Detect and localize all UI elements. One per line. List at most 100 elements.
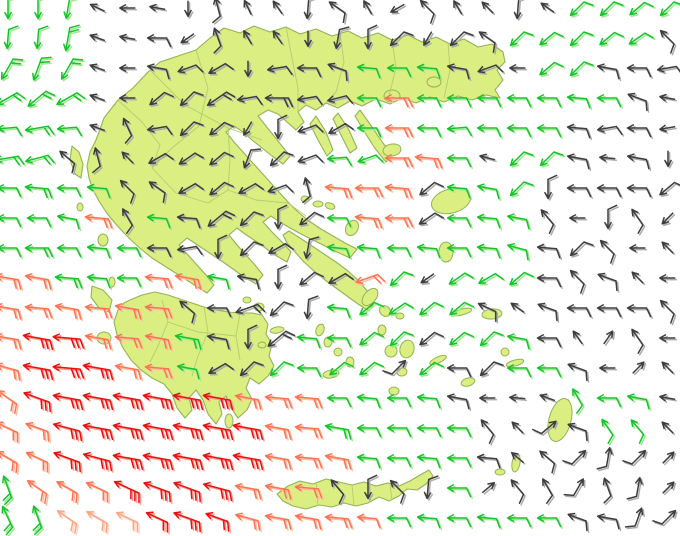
region-border [351,484,355,506]
wind-barb-arrow [297,124,324,134]
wind-barb-arrow [659,274,676,282]
wind-barb-arrow [596,125,623,136]
wind-barb-arrow [416,63,441,79]
wind-barb [52,392,85,412]
wind-barb [659,274,678,284]
wind-barb-arrow [142,452,174,471]
region-border [191,306,209,377]
wind-barb-arrow [184,0,192,18]
wind-barb-arrow [446,154,472,168]
wind-barb-arrow [626,476,643,500]
wind-barb-arrow [419,301,444,316]
wind-barb-arrow [536,243,561,259]
wind-barb-arrow [419,181,444,196]
wind-barb-arrow [239,211,264,227]
wind-barb-arrow [24,303,53,319]
wind-barb-arrow [24,244,54,258]
wind-barb-arrow [539,450,556,474]
wind-barb [446,454,473,469]
wind-barb-shadow [114,394,145,412]
wind-barb [604,204,619,231]
wind-barb [84,213,114,231]
wind-barb [596,304,623,319]
wind-barb-arrow [506,364,532,378]
wind-barb [148,152,176,166]
wind-barb-arrow [328,1,346,24]
wind-barb-shadow [144,454,175,472]
wind-barb-arrow [303,295,319,320]
wind-barb [142,422,175,442]
wind-barb-arrow [296,333,321,349]
wind-barb [363,0,374,17]
wind-barb-arrow [384,214,414,228]
wind-barb-arrow [446,393,470,410]
wind-barb [446,94,473,109]
wind-barb [27,90,57,109]
wind-barb [477,302,499,324]
wind-barb [628,32,656,47]
wind-barb [264,423,294,442]
wind-barb-arrow [119,179,135,204]
wind-barb [601,418,616,446]
wind-barb-shadow [565,479,586,498]
wind-barb-arrow [52,363,85,379]
wind-barb [509,271,536,288]
wind-barb [209,121,236,138]
wind-barb-arrow [234,483,262,500]
wind-barb-arrow [269,301,294,317]
wind-barb-arrow [26,479,48,505]
wind-barb [113,480,142,505]
wind-barb-arrow [355,273,386,284]
wind-barb-shadow [653,511,678,527]
wind-barb-arrow [659,93,676,102]
wind-barb-arrow [479,394,496,402]
wind-barb [236,95,265,107]
wind-barb [569,269,587,296]
wind-barb-arrow [656,65,680,73]
wind-barb-arrow [239,241,264,257]
wind-barb-shadow [84,453,114,473]
wind-barb [243,121,254,138]
wind-barb-shadow [24,334,55,352]
wind-barb [296,64,323,79]
wind-barb [176,363,202,382]
wind-barb [294,393,324,411]
wind-barb [296,95,325,107]
wind-barb [54,303,84,322]
wind-barb-arrow [119,33,136,42]
wind-barb-arrow [596,446,613,470]
wind-barb-arrow [631,271,644,284]
wind-barb [566,123,593,141]
wind-barb [416,94,443,109]
wind-barb-arrow [119,4,136,12]
wind-barb-arrow [416,424,442,438]
region-border [117,99,161,169]
wind-barb [26,479,49,506]
wind-barb [355,273,387,286]
wind-barb-arrow [631,328,644,354]
wind-barb-arrow [389,31,414,47]
wind-barb [446,214,473,229]
wind-barb [56,213,82,232]
wind-barb-arrow [52,392,84,411]
wind-barb-arrow [0,58,24,80]
wind-barb-arrow [269,361,294,377]
wind-barb [119,94,138,104]
wind-barb [364,24,379,51]
wind-barb-arrow [174,273,202,290]
wind-barb [244,324,259,351]
wind-barb-arrow [114,303,142,320]
wind-barb [32,505,44,536]
wind-barb-arrow [506,333,530,350]
wind-barb-arrow [476,213,501,229]
wind-barb [274,114,289,141]
wind-barb-arrow [34,0,42,20]
wind-barb [242,148,263,171]
wind-barb [327,62,350,83]
wind-barb [243,0,254,17]
wind-barb [0,184,23,199]
wind-barb-shadow [84,394,115,412]
wind-barb-arrow [416,124,442,138]
wind-barb-arrow [509,64,526,72]
wind-barb-arrow [326,334,352,348]
